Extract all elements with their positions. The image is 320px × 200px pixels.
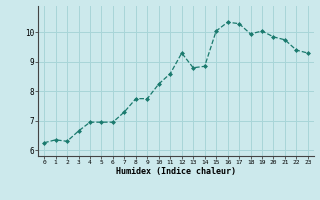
X-axis label: Humidex (Indice chaleur): Humidex (Indice chaleur) (116, 167, 236, 176)
